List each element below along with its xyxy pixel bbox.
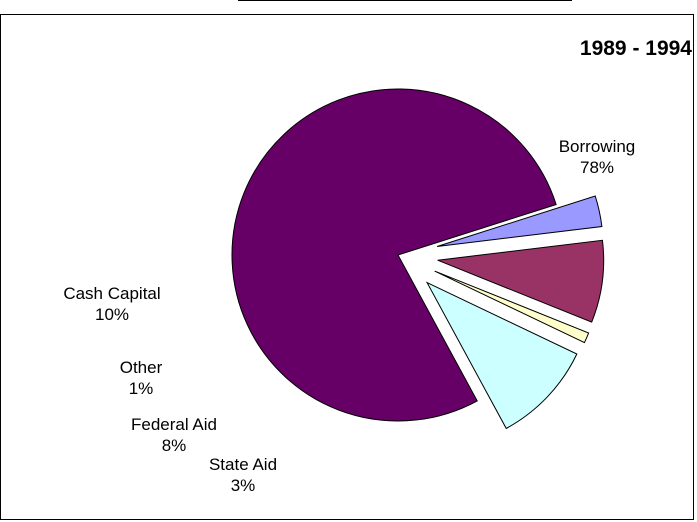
slice-label-percent: 3% [231, 476, 256, 495]
slice-label-percent: 1% [129, 379, 154, 398]
slice-label-cash-capital: Cash Capital 10% [63, 284, 160, 324]
slice-label-name: Cash Capital [63, 284, 160, 303]
slice-label-name: Other [120, 358, 163, 377]
pie-slice-other [434, 270, 590, 344]
slice-label-percent: 10% [95, 305, 129, 324]
slice-label-name: State Aid [209, 455, 277, 474]
slices-layer [231, 88, 605, 430]
pie-slice-federal-aid [437, 239, 605, 323]
pie-slice-cash-capital [425, 281, 578, 430]
slice-label-state-aid: State Aid 3% [209, 455, 277, 495]
slice-label-name: Federal Aid [131, 415, 217, 434]
pie-slice-state-aid [436, 195, 603, 247]
slice-label-percent: 8% [162, 436, 187, 455]
labels-layer: Borrowing 78% State Aid 3% Federal Aid 8% Othe… [63, 137, 635, 495]
slice-label-name: Borrowing [559, 137, 636, 156]
slice-label-borrowing: Borrowing 78% [559, 137, 636, 177]
slice-label-federal-aid: Federal Aid 8% [131, 415, 217, 455]
slice-label-percent: 78% [580, 158, 614, 177]
pie-slice-borrowing [231, 88, 557, 422]
top-rule [238, 0, 572, 1]
chart-title: 1989 - 1994 [580, 37, 692, 60]
slice-label-other: Other 1% [120, 358, 163, 398]
